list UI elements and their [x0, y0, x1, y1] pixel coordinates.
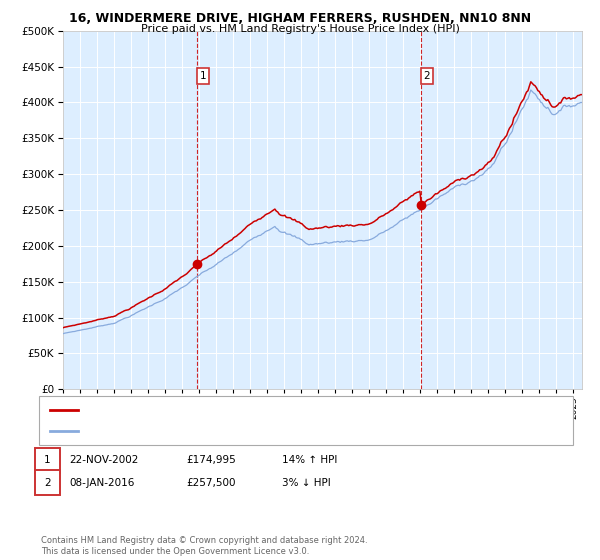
Text: Contains HM Land Registry data © Crown copyright and database right 2024.
This d: Contains HM Land Registry data © Crown c… [41, 536, 367, 556]
Text: 3% ↓ HPI: 3% ↓ HPI [282, 478, 331, 488]
Text: 1: 1 [44, 455, 51, 465]
Text: HPI: Average price, detached house, North Northamptonshire: HPI: Average price, detached house, Nort… [85, 426, 377, 435]
Text: 16, WINDERMERE DRIVE, HIGHAM FERRERS, RUSHDEN, NN10 8NN (detached house): 16, WINDERMERE DRIVE, HIGHAM FERRERS, RU… [85, 405, 486, 414]
Text: 14% ↑ HPI: 14% ↑ HPI [282, 455, 337, 465]
Text: 22-NOV-2002: 22-NOV-2002 [69, 455, 139, 465]
Text: £174,995: £174,995 [186, 455, 236, 465]
Text: 16, WINDERMERE DRIVE, HIGHAM FERRERS, RUSHDEN, NN10 8NN: 16, WINDERMERE DRIVE, HIGHAM FERRERS, RU… [69, 12, 531, 25]
Text: 1: 1 [200, 71, 206, 81]
Text: £257,500: £257,500 [186, 478, 235, 488]
Text: Price paid vs. HM Land Registry's House Price Index (HPI): Price paid vs. HM Land Registry's House … [140, 24, 460, 34]
Text: 2: 2 [424, 71, 430, 81]
Text: 2: 2 [44, 478, 51, 488]
Text: 08-JAN-2016: 08-JAN-2016 [69, 478, 134, 488]
